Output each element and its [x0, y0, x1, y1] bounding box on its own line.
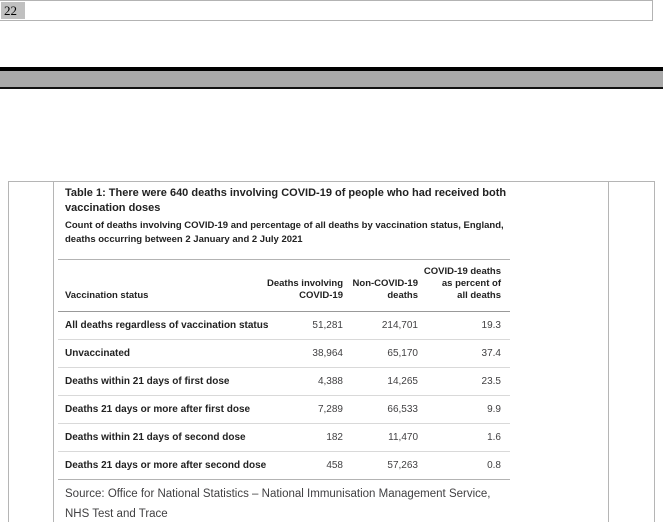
- cell-deaths-covid: 4,388: [317, 376, 343, 387]
- cell-deaths-covid: 182: [326, 432, 343, 443]
- cell-percent: 37.4: [481, 348, 501, 359]
- row-label: Deaths 21 days or more after second dose: [65, 460, 267, 471]
- cell-percent: 0.8: [487, 460, 501, 471]
- column-header-percent-of-all-deaths: COVID-19 deaths as percent of all deaths: [423, 266, 501, 301]
- cell-percent: 9.9: [487, 404, 501, 415]
- cell-non-covid-deaths: 214,701: [381, 320, 418, 331]
- figure-title: Table 1: There were 640 deaths involving…: [65, 187, 507, 214]
- row-label: All deaths regardless of vaccination sta…: [65, 320, 269, 331]
- banner-band: [0, 67, 663, 89]
- source-note: Source: Office for National Statistics –…: [65, 488, 491, 520]
- cell-non-covid-deaths: 14,265: [387, 376, 418, 387]
- banner-bottom-rule: [0, 87, 663, 89]
- cell-non-covid-deaths: 66,533: [387, 404, 418, 415]
- cell-percent: 1.6: [487, 432, 501, 443]
- cell-deaths-covid: 458: [326, 460, 343, 471]
- figure-frame: Table 1: There were 640 deaths involving…: [8, 181, 655, 522]
- cell-deaths-covid: 51,281: [312, 320, 343, 331]
- cell-deaths-covid: 7,289: [317, 404, 343, 415]
- figure-content: Table 1: There were 640 deaths involving…: [54, 182, 607, 522]
- table-row: Deaths within 21 days of first dose 4,38…: [58, 368, 510, 396]
- cell-percent: 23.5: [481, 376, 501, 387]
- row-label: Deaths 21 days or more after first dose: [65, 404, 251, 415]
- column-header-deaths-involving-covid: Deaths involving COVID-19: [266, 278, 343, 301]
- row-label: Deaths within 21 days of first dose: [65, 376, 230, 387]
- page-number-field: 22: [1, 2, 25, 19]
- banner-black-bar: [0, 67, 663, 71]
- cell-non-covid-deaths: 65,170: [387, 348, 418, 359]
- right-gutter-divider: [608, 182, 609, 522]
- column-header-non-covid-deaths: Non-COVID-19 deaths: [352, 278, 418, 301]
- table-row: Deaths 21 days or more after second dose…: [58, 452, 510, 480]
- table-header-row: Vaccination status Deaths involving COVI…: [58, 260, 510, 312]
- figure-subtitle: Count of deaths involving COVID-19 and p…: [65, 220, 504, 245]
- cell-deaths-covid: 38,964: [312, 348, 343, 359]
- row-label: Unvaccinated: [65, 348, 131, 359]
- page-header-strip: 22: [0, 0, 653, 21]
- data-table: Vaccination status Deaths involving COVI…: [58, 259, 510, 480]
- table-row: Deaths 21 days or more after first dose …: [58, 396, 510, 424]
- cell-non-covid-deaths: 57,263: [387, 460, 418, 471]
- banner-gray-bar: [0, 71, 663, 87]
- table-row: Deaths within 21 days of second dose 182…: [58, 424, 510, 452]
- column-header-vaccination-status: Vaccination status: [65, 290, 149, 301]
- table-row: All deaths regardless of vaccination sta…: [58, 312, 510, 340]
- cell-percent: 19.3: [481, 320, 501, 331]
- row-label: Deaths within 21 days of second dose: [65, 432, 246, 443]
- table-row: Unvaccinated 38,964 65,170 37.4: [58, 340, 510, 368]
- left-gutter-divider: [53, 182, 54, 522]
- cell-non-covid-deaths: 11,470: [388, 432, 418, 443]
